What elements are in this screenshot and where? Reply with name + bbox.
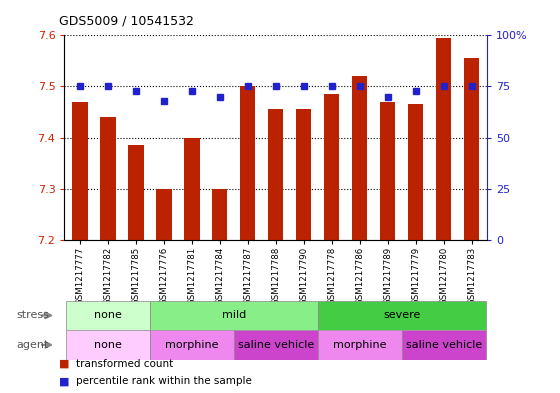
Text: ■: ■ [59,376,69,386]
Bar [212,189,227,240]
Bar [150,330,234,360]
Bar [318,330,402,360]
Bar [156,189,171,240]
Bar [352,76,367,240]
Bar [408,104,423,240]
Bar [296,109,311,240]
Bar [72,102,87,240]
Bar [234,330,318,360]
Text: none: none [94,310,122,320]
Bar [402,330,486,360]
Bar [318,301,486,330]
Text: ■: ■ [59,358,69,369]
Bar [240,86,255,240]
Bar [436,38,451,240]
Bar [268,109,283,240]
Text: mild: mild [222,310,246,320]
Text: morphine: morphine [333,340,386,350]
Bar [380,102,395,240]
Text: saline vehicle: saline vehicle [405,340,482,350]
Bar [66,301,150,330]
Text: GDS5009 / 10541532: GDS5009 / 10541532 [59,15,194,28]
Text: severe: severe [383,310,421,320]
Bar [184,138,199,240]
Text: saline vehicle: saline vehicle [237,340,314,350]
Bar [66,330,150,360]
Bar [100,117,115,240]
Text: stress: stress [17,310,50,320]
Bar [128,145,143,240]
Text: percentile rank within the sample: percentile rank within the sample [76,376,251,386]
Bar [324,94,339,240]
Text: agent: agent [17,340,49,350]
Text: none: none [94,340,122,350]
Text: transformed count: transformed count [76,358,173,369]
Bar [150,301,318,330]
Bar [464,58,479,240]
Text: morphine: morphine [165,340,218,350]
